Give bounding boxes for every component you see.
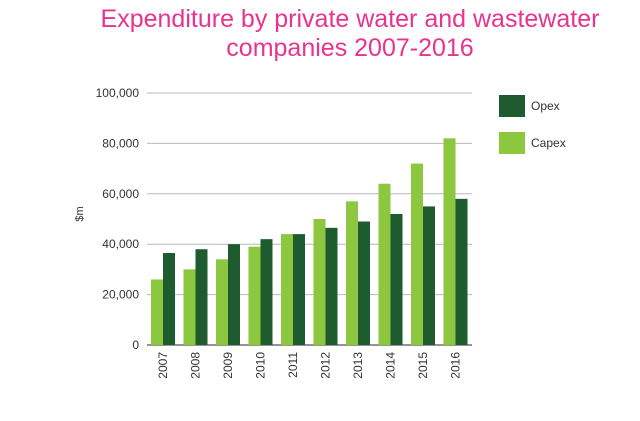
legend-label-capex: Capex [531, 136, 566, 150]
bar-opex-2016 [455, 198, 468, 345]
y-tick-label: 100,000 [96, 86, 140, 100]
bar-capex-2013 [346, 201, 358, 345]
x-tick-label: 2015 [416, 352, 430, 379]
bar-opex-2014 [390, 213, 403, 345]
x-tick-label: 2014 [384, 352, 398, 379]
bar-capex-2007 [151, 279, 163, 345]
y-tick-label: 60,000 [102, 187, 139, 201]
x-tick-label: 2010 [254, 352, 268, 379]
x-tick-label: 2008 [189, 352, 203, 379]
legend-swatch-capex [499, 132, 525, 154]
bar-capex-2014 [378, 183, 391, 345]
bar-capex-2016 [443, 138, 456, 345]
bar-opex-2015 [423, 206, 435, 345]
y-tick-label: 20,000 [102, 288, 139, 302]
y-tick-label: 0 [132, 338, 139, 352]
x-tick-label: 2016 [449, 352, 463, 379]
x-tick-label: 2013 [351, 352, 365, 379]
legend-swatch-opex [499, 95, 525, 117]
bar-opex-2008 [195, 249, 208, 345]
x-tick-label: 2012 [319, 352, 333, 379]
bar-opex-2010 [260, 239, 273, 345]
chart-title-line-1: Expenditure by private water and wastewa… [100, 5, 600, 33]
bar-opex-2011 [293, 234, 305, 345]
y-tick-label: 40,000 [102, 237, 139, 251]
bar-capex-2010 [248, 246, 261, 345]
bar-capex-2009 [216, 259, 228, 345]
bar-opex-2012 [325, 227, 338, 345]
x-tick-label: 2009 [221, 352, 235, 379]
x-tick-label: 2011 [286, 352, 300, 378]
chart-title-line-2: companies 2007-2016 [226, 34, 474, 62]
y-tick-label: 80,000 [102, 136, 139, 150]
bar-opex-2007 [163, 253, 175, 345]
legend-label-opex: Opex [531, 99, 560, 113]
x-tick-label: 2007 [156, 352, 170, 379]
bar-capex-2015 [411, 163, 423, 345]
bar-opex-2009 [228, 244, 240, 345]
bar-capex-2008 [183, 269, 196, 345]
bar-capex-2012 [313, 219, 326, 345]
y-axis-label: $m [74, 206, 86, 221]
bar-capex-2011 [281, 234, 293, 345]
bar-opex-2013 [358, 221, 370, 345]
